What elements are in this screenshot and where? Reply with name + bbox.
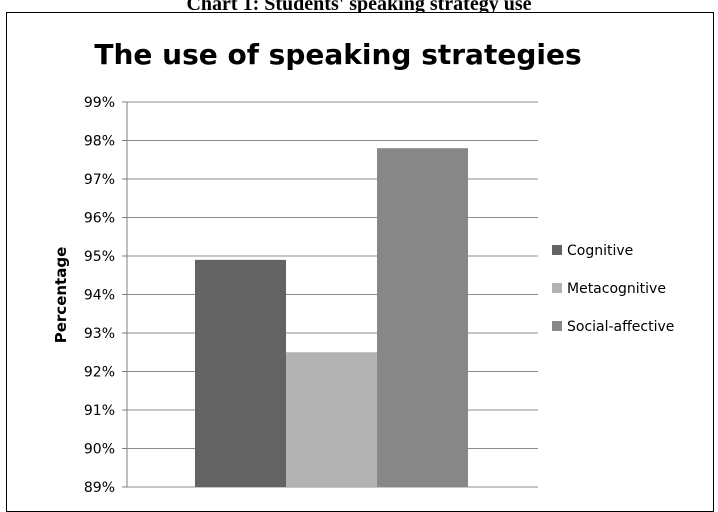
legend-swatch bbox=[552, 321, 562, 331]
legend-label: Metacognitive bbox=[567, 281, 666, 297]
bar-social-affective bbox=[377, 148, 468, 487]
y-tick-label: 94% bbox=[84, 288, 115, 304]
y-tick-label: 97% bbox=[84, 172, 115, 188]
y-axis-label: Percentage bbox=[52, 247, 70, 344]
legend: Cognitive Metacognitive Social-affective bbox=[552, 243, 674, 335]
y-tick-label: 91% bbox=[84, 403, 115, 419]
bar-cognitive bbox=[195, 259, 286, 487]
legend-label: Social-affective bbox=[567, 319, 674, 335]
legend-label: Cognitive bbox=[567, 243, 633, 259]
y-tick-label: 89% bbox=[84, 480, 115, 496]
y-tick-label: 90% bbox=[84, 442, 115, 458]
bar-metacognitive bbox=[286, 352, 377, 487]
legend-swatch bbox=[552, 245, 562, 255]
y-tick-label: 92% bbox=[84, 365, 115, 381]
bars bbox=[195, 148, 468, 487]
y-tick-label: 93% bbox=[84, 326, 115, 342]
chart-title: The use of speaking strategies bbox=[94, 38, 581, 71]
figure-caption: Chart 1: Students' speaking strategy use bbox=[186, 0, 532, 15]
y-tick-label: 99% bbox=[84, 95, 115, 111]
y-axis-ticks: 89% 90% 91% 92% 93% 94% 95% 96% 97% 98% 99% bbox=[84, 95, 127, 496]
y-tick-label: 95% bbox=[84, 249, 115, 265]
y-tick-label: 98% bbox=[84, 134, 115, 150]
bar-chart: The use of speaking strategies 89% 90% 91%… bbox=[52, 38, 674, 496]
legend-swatch bbox=[552, 283, 562, 293]
y-tick-label: 96% bbox=[84, 211, 115, 227]
